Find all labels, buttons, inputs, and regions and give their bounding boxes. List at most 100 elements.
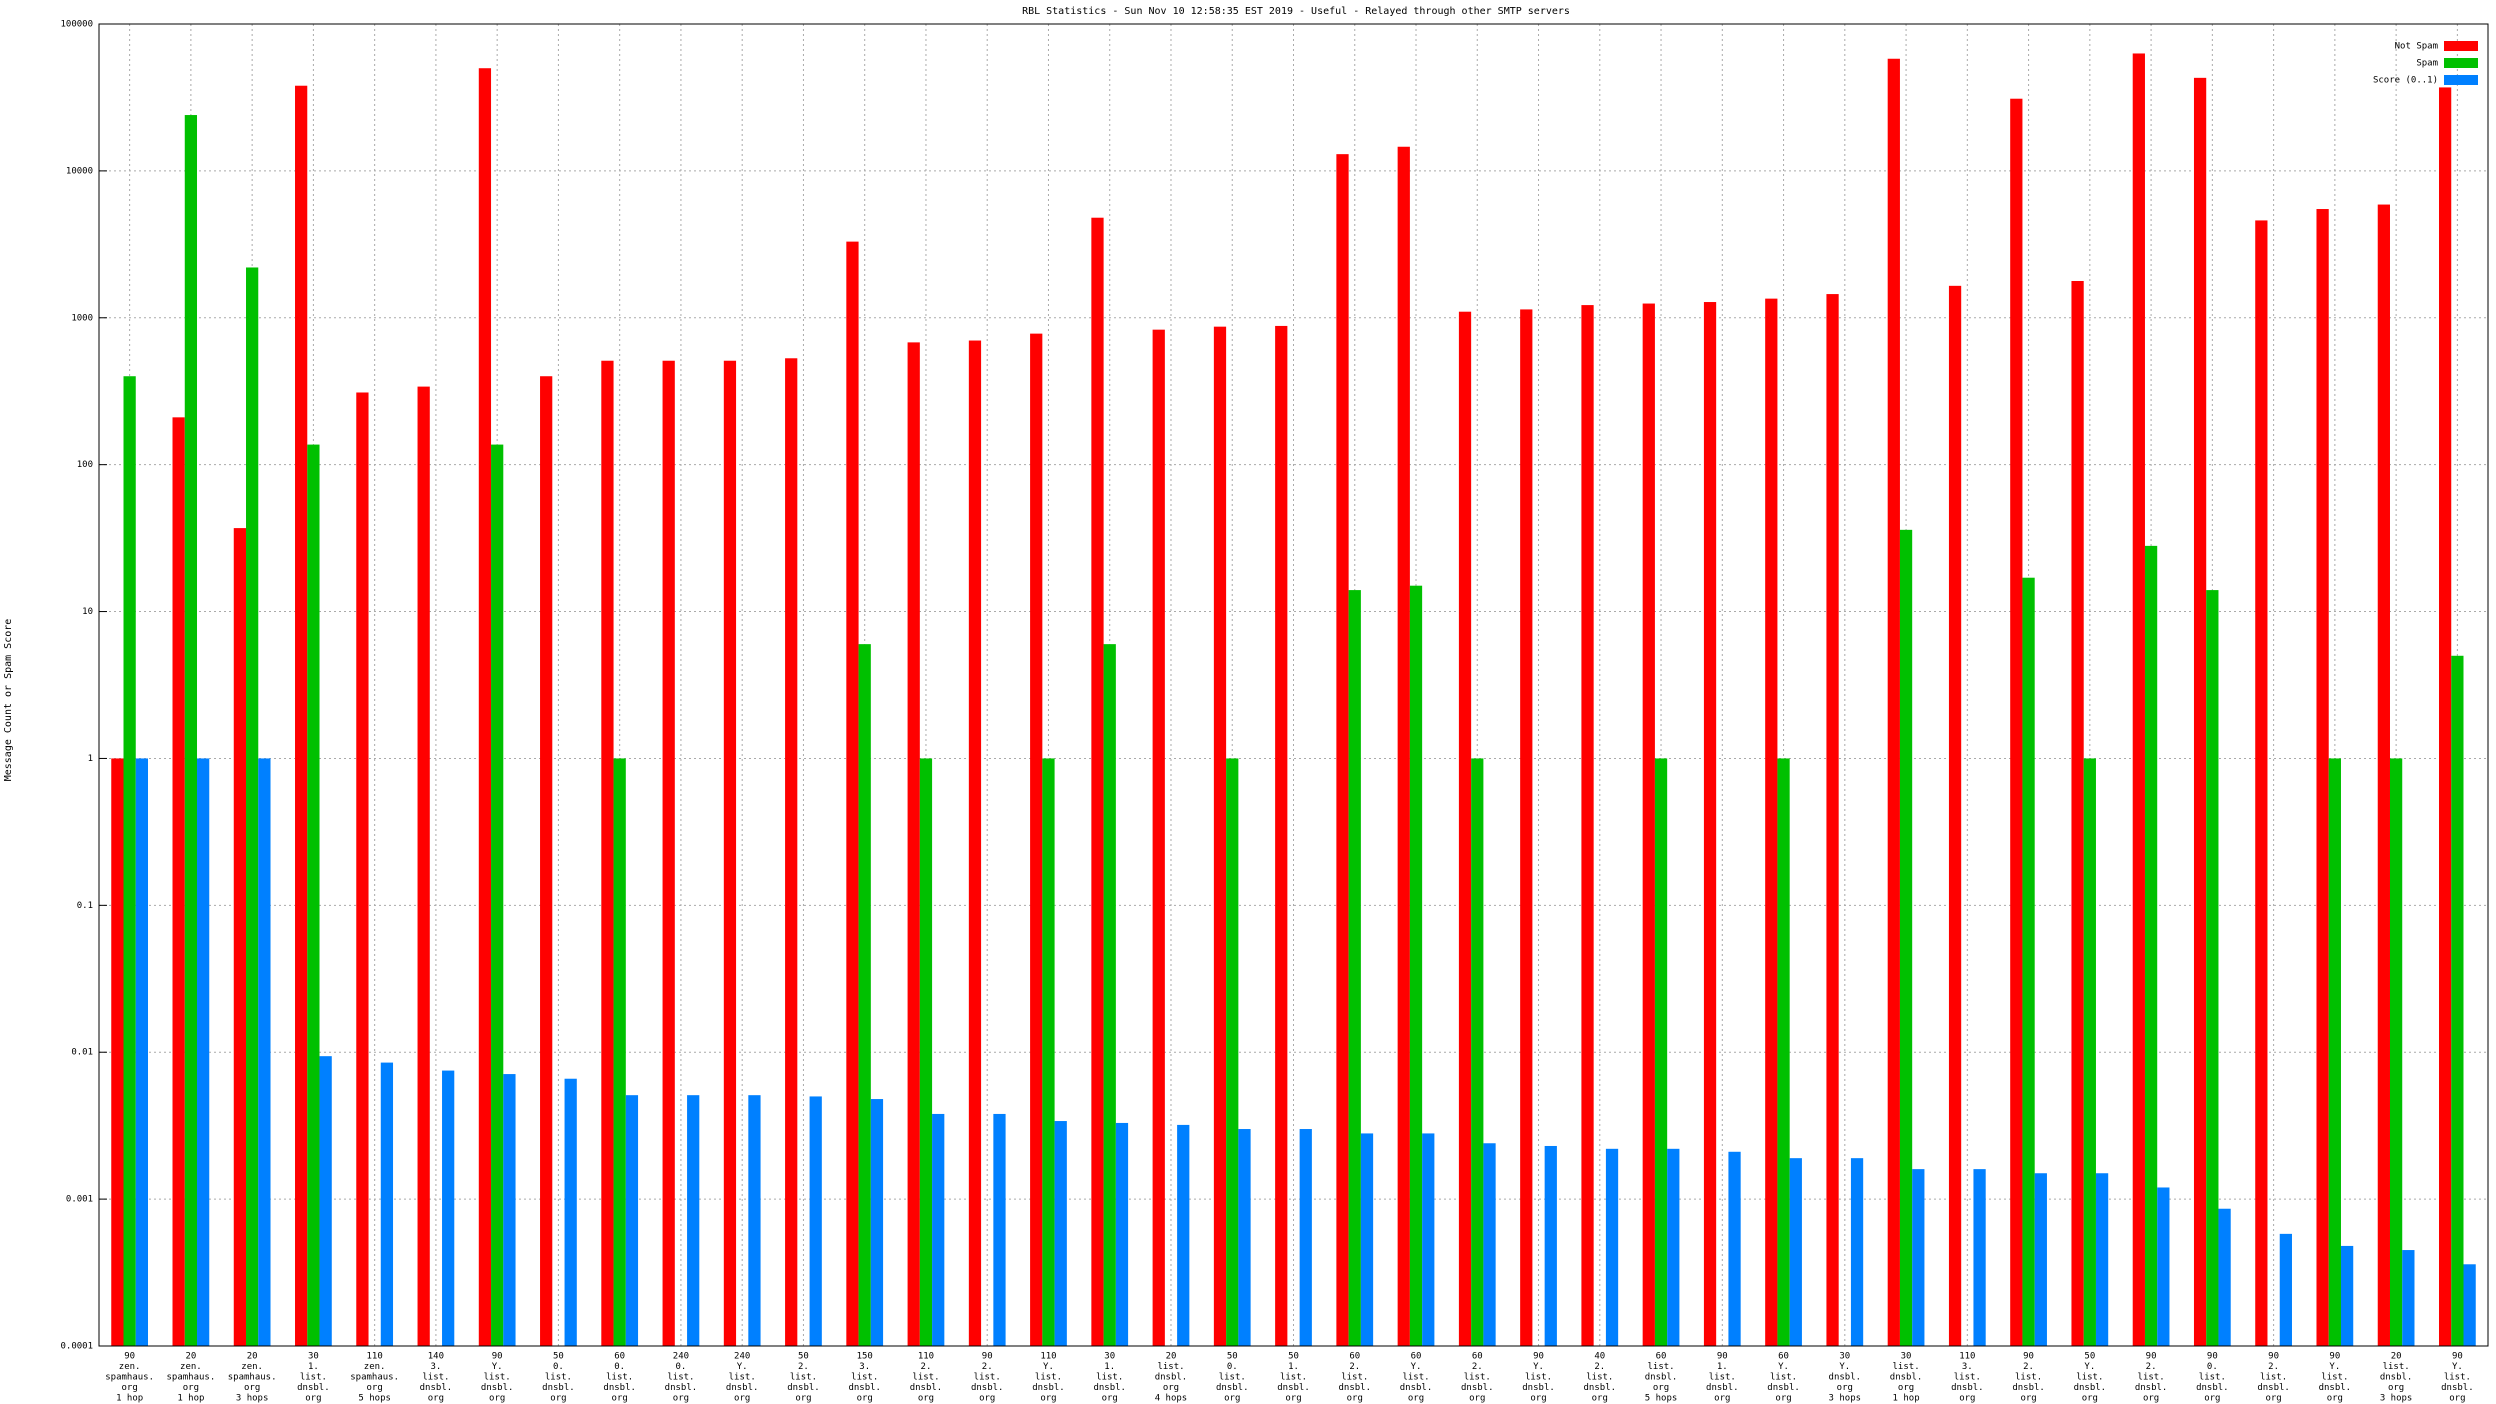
bar: [2279, 1233, 2292, 1346]
legend-swatch: [2444, 75, 2478, 85]
x-tick-label: 5 hops: [1645, 1394, 1678, 1404]
x-tick-label: dnsbl.: [1522, 1383, 1555, 1393]
bar: [1115, 1122, 1129, 1346]
x-tick-label: Y.: [2452, 1362, 2463, 1372]
x-tick-label: org: [1775, 1394, 1791, 1404]
x-tick-label: 90: [982, 1352, 993, 1362]
x-tick-label: 90: [2329, 1352, 2340, 1362]
bar: [503, 1074, 516, 1346]
x-tick-label: 20: [185, 1352, 196, 1362]
bar: [307, 444, 320, 1346]
x-tick-label: dnsbl.: [1951, 1383, 1984, 1393]
x-tick-label: org: [244, 1383, 260, 1393]
bar: [1299, 1129, 1312, 1346]
x-tick-label: Y.: [1778, 1362, 1789, 1372]
bar: [123, 376, 136, 1347]
y-axis-label: Message Count or Spam Score: [3, 619, 14, 782]
bar: [1397, 146, 1410, 1346]
x-tick-label: org: [2020, 1394, 2036, 1404]
bar: [2328, 758, 2341, 1346]
bar: [613, 758, 626, 1346]
y-tick-label: 0.1: [77, 901, 93, 911]
bar: [1581, 305, 1594, 1346]
x-tick-label: list.: [2444, 1373, 2471, 1383]
bar: [172, 417, 185, 1346]
bar: [1605, 1148, 1619, 1346]
chart-title: RBL Statistics - Sun Nov 10 12:58:35 EST…: [1022, 6, 1570, 17]
bar: [1238, 1129, 1251, 1346]
bar: [1409, 585, 1423, 1346]
x-tick-label: 1.: [1104, 1362, 1115, 1372]
x-tick-label: dnsbl.: [2319, 1383, 2352, 1393]
x-tick-label: dnsbl.: [1767, 1383, 1800, 1393]
x-tick-label: list.: [1096, 1373, 1123, 1383]
bar: [723, 360, 737, 1346]
x-tick-label: list.: [1525, 1373, 1552, 1383]
x-tick-label: org: [183, 1383, 199, 1393]
bar: [870, 1099, 884, 1346]
bar: [135, 758, 149, 1346]
bar: [197, 758, 210, 1346]
bar: [2451, 655, 2464, 1346]
bar: [1850, 1158, 1864, 1346]
bar: [2144, 545, 2158, 1346]
bar: [417, 386, 430, 1346]
x-tick-label: list.: [2199, 1373, 2226, 1383]
x-tick-label: dnsbl.: [1584, 1383, 1617, 1393]
x-tick-label: 2.: [1349, 1362, 1360, 1372]
bar: [1152, 329, 1165, 1346]
bar: [2193, 77, 2207, 1347]
x-tick-label: dnsbl.: [2196, 1383, 2229, 1393]
x-tick-label: 0.: [1227, 1362, 1238, 1372]
bar: [1360, 1133, 1374, 1346]
bar: [2157, 1187, 2170, 1346]
bar: [2034, 1173, 2047, 1346]
x-tick-label: 0.: [2207, 1362, 2218, 1372]
bar: [2463, 1264, 2476, 1346]
x-tick-label: 240: [673, 1352, 689, 1362]
bar: [564, 1078, 577, 1346]
x-tick-label: org: [305, 1394, 321, 1404]
x-tick-label: 4 hops: [1155, 1394, 1188, 1404]
legend-label: Score (0..1): [2373, 76, 2438, 86]
x-tick-label: dnsbl.: [1645, 1373, 1678, 1383]
bar: [1091, 217, 1104, 1346]
legend-label: Not Spam: [2395, 42, 2438, 52]
x-tick-label: 30: [1104, 1352, 1115, 1362]
bar: [540, 376, 553, 1347]
bar: [295, 85, 308, 1347]
bar: [1654, 758, 1668, 1346]
x-tick-label: list.: [912, 1373, 939, 1383]
x-tick-label: 50: [553, 1352, 564, 1362]
x-tick-label: dnsbl.: [1829, 1373, 1862, 1383]
bar: [1899, 529, 1913, 1346]
x-tick-label: list.: [2076, 1373, 2103, 1383]
x-tick-label: list.: [606, 1373, 633, 1383]
y-tick-label: 1000: [71, 313, 93, 323]
x-tick-label: org: [1714, 1394, 1730, 1404]
x-tick-label: dnsbl.: [297, 1383, 330, 1393]
x-tick-label: org: [918, 1394, 934, 1404]
bar: [356, 392, 369, 1346]
x-tick-label: list.: [2260, 1373, 2287, 1383]
bar: [2316, 209, 2329, 1346]
x-tick-label: dnsbl.: [481, 1383, 514, 1393]
x-tick-label: org: [1224, 1394, 1240, 1404]
x-tick-label: list.: [1647, 1362, 1674, 1372]
x-tick-label: 2.: [2146, 1362, 2157, 1372]
x-tick-label: dnsbl.: [1400, 1383, 1433, 1393]
bar: [1177, 1124, 1190, 1346]
x-tick-label: dnsbl.: [2074, 1383, 2107, 1393]
x-tick-label: list.: [1954, 1373, 1981, 1383]
x-tick-label: org: [612, 1394, 628, 1404]
x-tick-label: dnsbl.: [420, 1383, 453, 1393]
x-tick-label: 3.: [859, 1362, 870, 1372]
x-tick-label: dnsbl.: [2441, 1383, 2474, 1393]
x-tick-label: 60: [1349, 1352, 1360, 1362]
bar: [1520, 309, 1533, 1347]
x-tick-label: 50: [2084, 1352, 2095, 1362]
x-tick-label: zen.: [180, 1362, 202, 1372]
x-tick-label: 0.: [614, 1362, 625, 1372]
bar: [1471, 758, 1484, 1346]
x-tick-label: list.: [1402, 1373, 1429, 1383]
